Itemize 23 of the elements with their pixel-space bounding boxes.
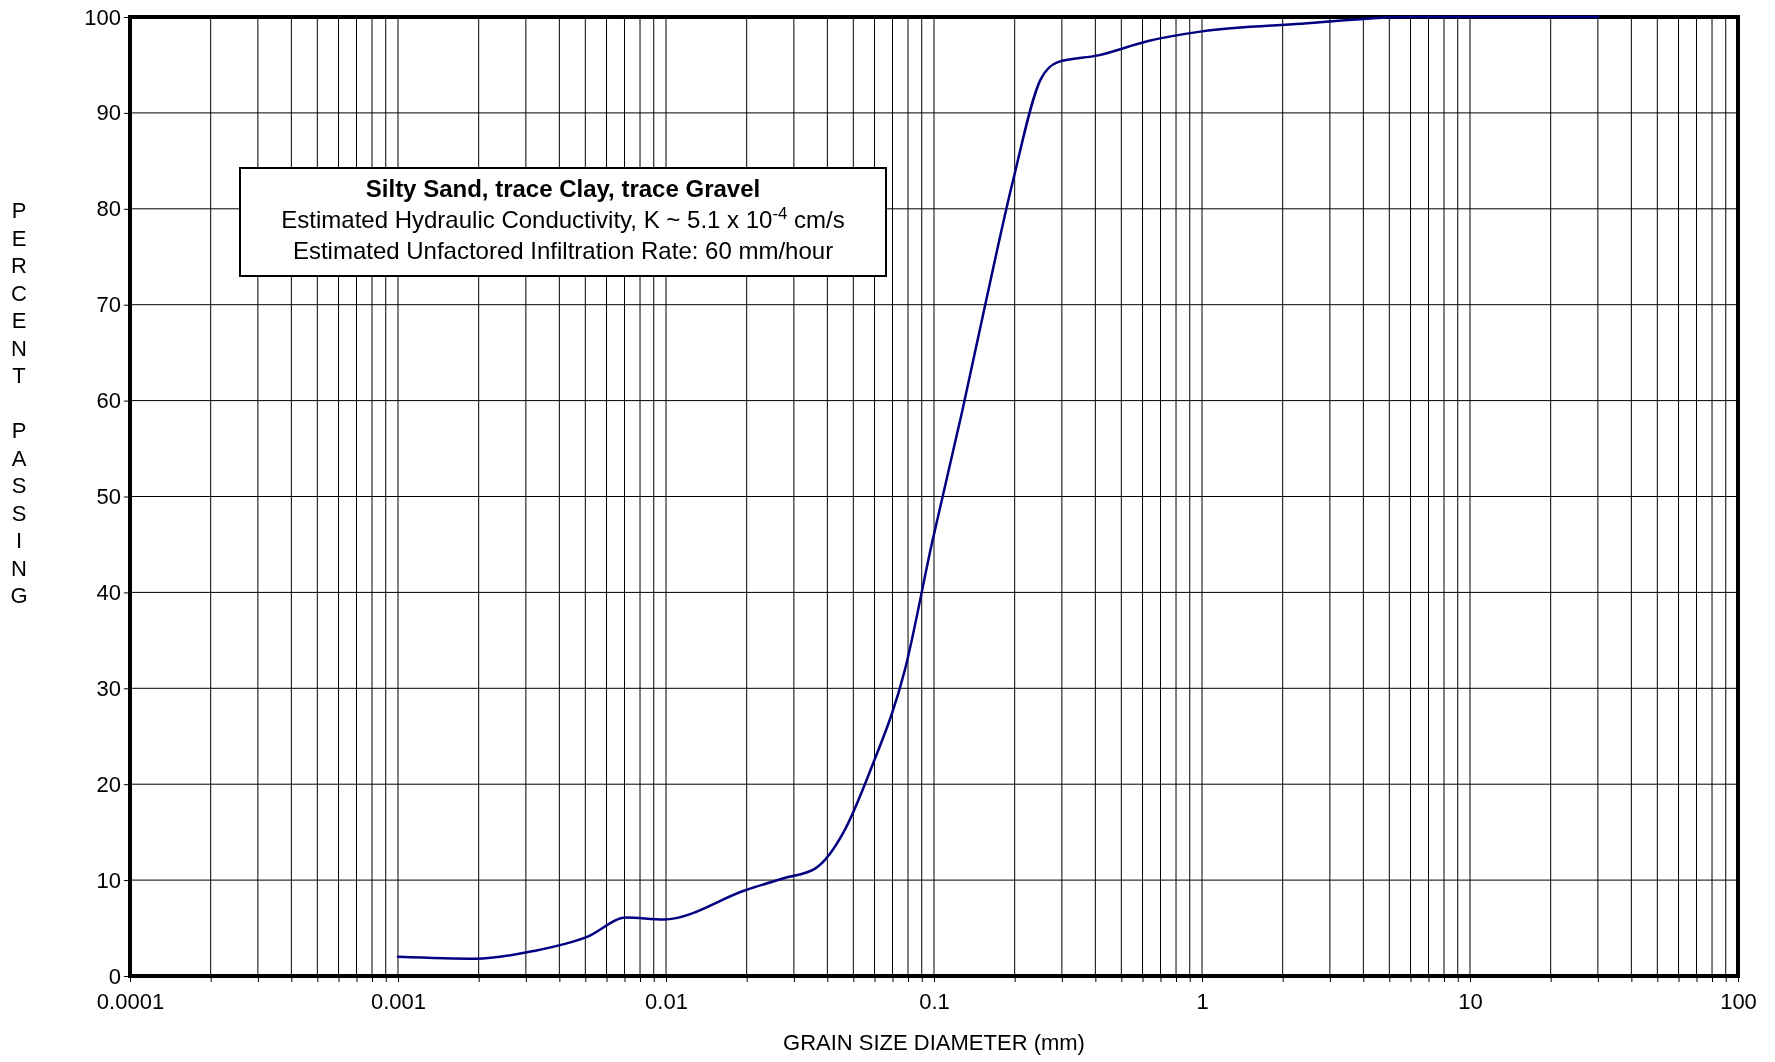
x-tick-label: 0.0001 bbox=[96, 989, 165, 1015]
annotation: Estimated Hydraulic Conductivity, K ~ 5.1 x 10$^{-4}$ cm/s bbox=[281, 203, 845, 233]
y-tick-label: 90 bbox=[96, 100, 121, 126]
x-tick-label: 100 bbox=[1720, 989, 1757, 1015]
y-tick-label: 50 bbox=[96, 484, 121, 510]
x-tick-label: 0.1 bbox=[919, 989, 950, 1015]
annotation: Estimated Unfactored Infiltration Rate: 60 mm/hour bbox=[292, 237, 834, 264]
x-tick-label: 10 bbox=[1458, 989, 1483, 1015]
x-axis-title: GRAIN SIZE DIAMETER (mm) bbox=[783, 1030, 1085, 1055]
y-tick-label: 60 bbox=[96, 388, 121, 414]
y-tick-label: 0 bbox=[108, 963, 121, 989]
text: PERCENT PASSING bbox=[10, 198, 28, 608]
y-tick-label: 80 bbox=[96, 196, 121, 222]
annotation: Silty Sand, trace Clay, trace Gravel bbox=[365, 175, 761, 202]
x-tick-label: 0.001 bbox=[370, 989, 427, 1015]
y-tick-label: 20 bbox=[96, 771, 121, 797]
y-tick-label: 10 bbox=[96, 867, 121, 893]
x-tick-label: 1 bbox=[1196, 989, 1209, 1015]
y-tick-label: 40 bbox=[96, 579, 121, 605]
y-tick-label: 100 bbox=[84, 4, 121, 30]
y-tick-label: 70 bbox=[96, 292, 121, 318]
x-tick-label: 0.01 bbox=[645, 989, 688, 1015]
y-tick-label: 30 bbox=[96, 675, 121, 701]
